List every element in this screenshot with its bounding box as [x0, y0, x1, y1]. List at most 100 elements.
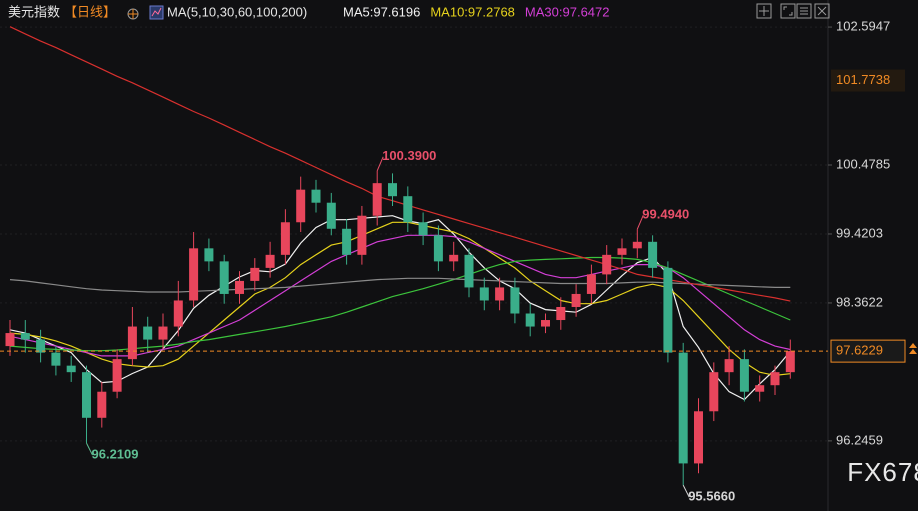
- candle-body: [617, 248, 627, 255]
- close-button[interactable]: [814, 3, 830, 19]
- candle: [296, 176, 306, 233]
- candle-body: [495, 287, 505, 301]
- fullscreen-button[interactable]: [780, 3, 796, 19]
- candle: [663, 261, 673, 363]
- candle: [541, 313, 550, 334]
- candle: [66, 355, 76, 382]
- candle: [357, 205, 367, 265]
- candle: [326, 192, 336, 236]
- highlight-price-box: [831, 69, 905, 92]
- indicator-icon[interactable]: [149, 5, 164, 20]
- candle-body: [235, 280, 244, 294]
- annotation-leader: [376, 156, 384, 171]
- candle: [464, 248, 474, 298]
- candle: [97, 381, 107, 428]
- ma-line: [9, 277, 791, 293]
- candle: [510, 277, 520, 324]
- candle-body: [388, 183, 397, 197]
- candle-body: [250, 267, 260, 281]
- candle-body: [36, 339, 46, 353]
- candle-body: [464, 254, 474, 288]
- annotation-leader: [682, 484, 690, 498]
- watermark: FX678: [847, 457, 918, 487]
- candle: [127, 306, 137, 366]
- candle: [449, 241, 459, 272]
- candle: [311, 179, 321, 213]
- candle-body: [724, 359, 734, 373]
- candle-body: [51, 352, 61, 366]
- candle: [495, 277, 505, 311]
- indicator-label: MA(5,10,30,60,100,200): [167, 4, 307, 19]
- candle-body: [82, 372, 91, 418]
- candle: [648, 235, 658, 278]
- candle: [5, 320, 15, 356]
- candle-body: [357, 215, 367, 255]
- candle-body: [785, 351, 795, 373]
- ma-line: [9, 256, 791, 352]
- candle-body: [403, 196, 413, 223]
- candle: [204, 238, 214, 272]
- candle-body: [296, 189, 306, 223]
- candle: [433, 225, 443, 272]
- candle: [694, 398, 703, 474]
- highlight-price-label: 101.7738: [836, 72, 890, 87]
- candle-body: [709, 372, 719, 412]
- candle: [51, 346, 61, 376]
- y-tick-label: 98.3622: [836, 294, 883, 309]
- candle: [678, 342, 688, 486]
- annotation: 99.4940: [642, 207, 689, 222]
- candle-body: [755, 385, 765, 392]
- candle-body: [541, 320, 550, 327]
- y-tick-label: 100.4785: [836, 156, 890, 171]
- crosshair-button[interactable]: [756, 3, 772, 19]
- candle: [479, 277, 489, 311]
- candle: [586, 264, 596, 304]
- candle-body: [20, 333, 30, 340]
- candle-body: [418, 222, 428, 236]
- scroll-arrow[interactable]: [909, 343, 917, 354]
- candle-body: [158, 326, 168, 340]
- annotation: 100.3900: [382, 148, 436, 163]
- candle: [250, 258, 260, 291]
- candle: [280, 209, 290, 265]
- candle-body: [189, 248, 199, 301]
- chart-title: 美元指数: [8, 4, 60, 19]
- candle-body: [556, 306, 566, 321]
- candle: [158, 313, 168, 350]
- settings-icon[interactable]: [127, 8, 139, 20]
- candle-body: [449, 254, 459, 262]
- candle-body: [311, 189, 321, 203]
- candle-body: [112, 359, 122, 392]
- candle-body: [5, 333, 15, 347]
- candle: [20, 320, 30, 353]
- candle: [418, 212, 428, 246]
- candle-body: [433, 235, 443, 262]
- candle-body: [479, 287, 489, 301]
- candle-body: [602, 254, 612, 275]
- plot-area: [0, 26, 828, 486]
- candle: [617, 238, 627, 265]
- candle-body: [66, 365, 76, 373]
- candle-body: [127, 326, 137, 360]
- candle-body: [694, 411, 703, 464]
- candle-body: [280, 222, 290, 255]
- candle-body: [525, 313, 535, 327]
- candle: [602, 245, 612, 285]
- period[interactable]: 【日线】: [64, 4, 116, 19]
- annotation: 96.2109: [92, 447, 139, 462]
- last-price-label: 97.6229: [836, 343, 883, 358]
- candle: [403, 186, 413, 233]
- candle-body: [770, 372, 780, 386]
- candle-body: [678, 352, 688, 464]
- last-price-box: [830, 339, 906, 363]
- y-tick-label: 99.4203: [836, 225, 883, 240]
- candle: [372, 170, 382, 226]
- ma-line: [9, 221, 791, 377]
- candle: [739, 349, 749, 402]
- y-tick-label: 102.5947: [836, 19, 890, 34]
- settings-button[interactable]: [796, 3, 812, 19]
- candle: [785, 339, 795, 379]
